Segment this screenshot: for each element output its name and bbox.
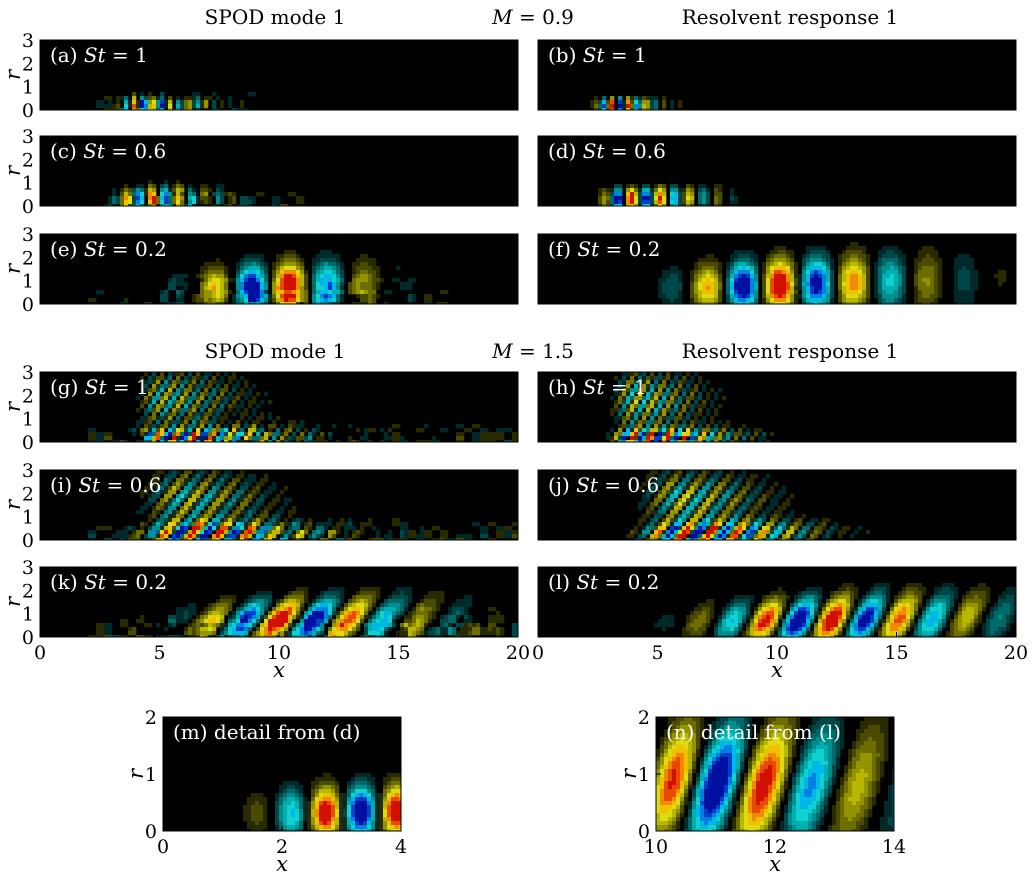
x-tick-label: 5: [651, 642, 663, 664]
y-tick-label: 1: [22, 507, 34, 529]
x-axis-label: x: [276, 852, 288, 876]
y-tick-label: 0: [22, 196, 34, 218]
x-tick-label: 4: [395, 836, 407, 858]
y-tick-label: 3: [22, 460, 34, 482]
x-tick-label: 15: [386, 642, 410, 664]
y-tick-label: 2: [22, 385, 34, 407]
y-axis-label: r: [1, 68, 25, 80]
y-tick-label: 3: [22, 362, 34, 384]
panel-g: [39, 371, 519, 443]
y-tick-label: 3: [22, 30, 34, 52]
panel-b: [537, 39, 1017, 111]
panel-label-h: (h) St = 1: [548, 375, 647, 399]
y-tick-label: 1: [22, 173, 34, 195]
x-tick-label: 5: [153, 642, 165, 664]
y-axis-label: r: [1, 400, 25, 412]
panel-d: [537, 135, 1017, 207]
y-axis-label: r: [1, 262, 25, 274]
x-axis-label: x: [771, 658, 783, 682]
y-axis-label: r: [1, 595, 25, 607]
x-tick-label: 10: [267, 642, 291, 664]
y-tick-label: 0: [22, 100, 34, 122]
panel-label-k: (k) St = 0.2: [50, 570, 167, 594]
y-tick-label: 2: [22, 580, 34, 602]
panel-label-d: (d) St = 0.6: [548, 139, 666, 163]
panel-e: [39, 233, 519, 305]
x-tick-label: 10: [644, 836, 668, 858]
y-tick-label: 0: [22, 627, 34, 649]
panel-background: [538, 40, 1016, 110]
panel-i: [39, 469, 519, 541]
y-tick-label: 1: [22, 604, 34, 626]
x-tick-label: 14: [882, 836, 906, 858]
y-tick-label: 3: [22, 557, 34, 579]
panel-label-m: (m) detail from (d): [173, 720, 360, 744]
x-axis-label: x: [273, 658, 285, 682]
x-tick-label: 2: [276, 836, 288, 858]
panel-label-i: (i) St = 0.6: [50, 473, 161, 497]
y-tick-label: 1: [22, 271, 34, 293]
panel-f: [537, 233, 1017, 305]
panel-h: [537, 371, 1017, 443]
panel-label-j: (j) St = 0.6: [548, 473, 659, 497]
y-tick-label: 2: [22, 149, 34, 171]
panel-j: [537, 469, 1017, 541]
y-tick-label: 2: [22, 247, 34, 269]
x-tick-label: 20: [1004, 642, 1028, 664]
y-axis-label: r: [1, 164, 25, 176]
y-tick-label: 1: [145, 764, 157, 786]
y-tick-label: 2: [22, 53, 34, 75]
x-tick-label: 15: [884, 642, 908, 664]
x-tick-label: 0: [157, 836, 169, 858]
panel-k: [39, 566, 519, 638]
y-tick-label: 0: [22, 530, 34, 552]
group-title-mach: M = 1.5: [491, 339, 574, 363]
panel-label-a: (a) St = 1: [50, 43, 148, 67]
column-title-left: SPOD mode 1: [205, 339, 346, 363]
y-tick-label: 2: [638, 707, 650, 729]
panel-a: [39, 39, 519, 111]
panel-label-n: (n) detail from (l): [666, 720, 841, 744]
panel-background: [40, 136, 518, 206]
y-tick-label: 3: [22, 126, 34, 148]
x-tick-label: 0: [34, 642, 46, 664]
y-axis-label: r: [1, 498, 25, 510]
x-tick-label: 12: [763, 836, 787, 858]
y-tick-label: 1: [22, 409, 34, 431]
column-title-right: Resolvent response 1: [682, 5, 899, 29]
x-tick-label: 0: [532, 642, 544, 664]
y-tick-label: 2: [22, 483, 34, 505]
y-tick-label: 0: [145, 821, 157, 843]
y-tick-label: 1: [22, 77, 34, 99]
panel-l: [537, 566, 1017, 638]
panel-label-f: (f) St = 0.2: [548, 237, 660, 261]
x-tick-label: 10: [765, 642, 789, 664]
column-title-right: Resolvent response 1: [682, 339, 899, 363]
panel-label-b: (b) St = 1: [548, 43, 647, 67]
panel-label-c: (c) St = 0.6: [50, 139, 166, 163]
x-tick-label: 20: [506, 642, 530, 664]
y-tick-label: 2: [145, 707, 157, 729]
y-axis-label: r: [124, 767, 148, 779]
group-title-mach: M = 0.9: [491, 5, 574, 29]
x-axis-label: x: [769, 852, 781, 876]
y-tick-label: 1: [638, 764, 650, 786]
y-tick-label: 0: [638, 821, 650, 843]
y-axis-label: r: [617, 767, 641, 779]
y-tick-label: 3: [22, 224, 34, 246]
column-title-left: SPOD mode 1: [205, 5, 346, 29]
panel-n: [655, 716, 895, 832]
y-tick-label: 0: [22, 432, 34, 454]
panel-label-g: (g) St = 1: [50, 375, 149, 399]
panel-label-l: (l) St = 0.2: [548, 570, 659, 594]
panel-c: [39, 135, 519, 207]
panel-label-e: (e) St = 0.2: [50, 237, 167, 261]
y-tick-label: 0: [22, 294, 34, 316]
